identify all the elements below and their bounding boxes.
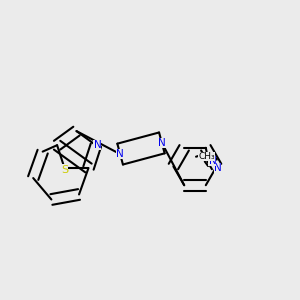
Text: S: S: [61, 164, 68, 175]
Text: N: N: [94, 140, 101, 150]
Text: N: N: [208, 156, 216, 166]
Text: N: N: [116, 149, 124, 159]
Text: CH₃: CH₃: [198, 152, 215, 161]
Text: N: N: [158, 138, 166, 148]
Text: N: N: [214, 163, 221, 173]
